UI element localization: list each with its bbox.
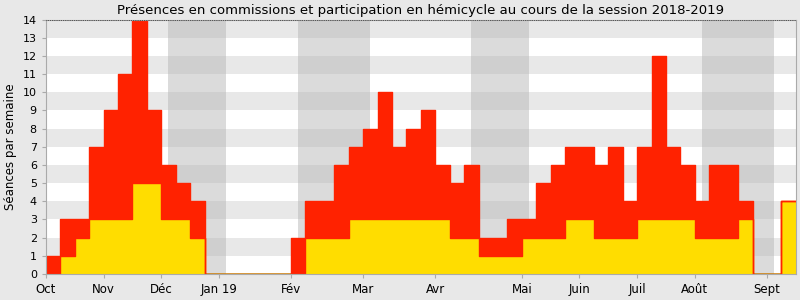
Bar (46, 147, 796, 165)
Bar (46, 38, 796, 56)
Bar (46, 56, 796, 74)
Bar (46, 219, 796, 238)
Bar (46, 74, 796, 92)
Bar (702, 20, 774, 274)
Y-axis label: Séances par semaine: Séances par semaine (4, 83, 17, 210)
Bar (169, 20, 226, 274)
Bar (46, 92, 796, 110)
Bar (46, 201, 796, 219)
Title: Présences en commissions et participation en hémicycle au cours de la session 20: Présences en commissions et participatio… (118, 4, 724, 17)
Bar (46, 20, 796, 38)
Bar (298, 20, 370, 274)
Bar (46, 165, 796, 183)
Bar (46, 129, 796, 147)
Bar (471, 20, 529, 274)
Bar (46, 183, 796, 201)
Bar (46, 256, 796, 274)
Bar (46, 110, 796, 129)
Bar (46, 238, 796, 256)
